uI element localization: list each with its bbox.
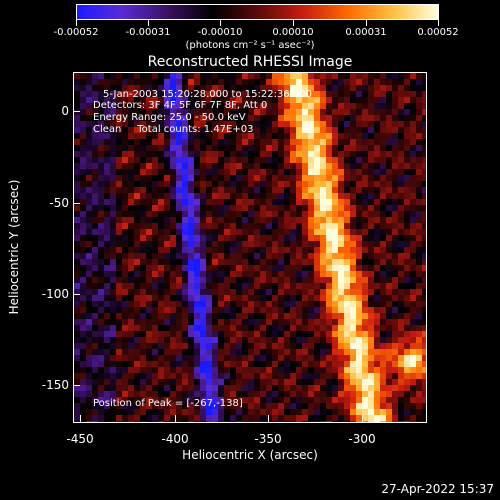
colorbar-tick	[438, 20, 439, 26]
x-tick	[362, 415, 363, 422]
colorbar-label: -0.00031	[125, 27, 171, 38]
colorbar-tick	[76, 20, 77, 26]
y-tick	[73, 111, 80, 112]
image-canvas	[74, 73, 426, 422]
x-tick-label: -300	[348, 432, 376, 446]
x-tick-label: -350	[254, 432, 282, 446]
timestamp: 27-Apr-2022 15:37	[381, 482, 494, 496]
y-axis-title: Heliocentric Y (arcsec)	[7, 179, 21, 315]
energy-range-text: Energy Range: 25.0 - 50.0 keV	[93, 112, 246, 123]
y-tick-label: 0	[61, 104, 69, 118]
colorbar-units: (photons cm⁻² s⁻¹ asec⁻²)	[185, 40, 315, 51]
colorbar-label: -0.00052	[53, 27, 99, 38]
colorbar-label: 0.00052	[417, 27, 459, 38]
colorbar-label: 0.00010	[272, 27, 314, 38]
x-tick	[80, 415, 81, 422]
rhessi-image	[73, 72, 427, 423]
peak-position-text: Position of Peak = [-267,-138]	[93, 398, 243, 409]
algorithm-text: Clean Total counts: 1.47E+03	[93, 124, 254, 135]
y-tick	[73, 294, 80, 295]
colorbar-tick	[220, 20, 221, 26]
colorbar-label: 0.00031	[345, 27, 387, 38]
x-tick-label: -400	[161, 432, 189, 446]
y-tick	[73, 385, 80, 386]
time-range-text: 5-Jan-2003 15:20:28.000 to 15:22:36.000	[103, 89, 312, 100]
y-tick-label: -50	[49, 196, 69, 210]
detectors-text: Detectors: 3F 4F 5F 6F 7F 8F, Att 0	[93, 100, 268, 111]
colorbar-tick	[293, 20, 294, 26]
x-axis-title: Heliocentric X (arcsec)	[182, 448, 318, 462]
colorbar	[76, 4, 439, 20]
plot-title: Reconstructed RHESSI Image	[147, 54, 353, 70]
colorbar-tick	[148, 20, 149, 26]
y-tick-label: -150	[41, 378, 69, 392]
y-tick-label: -100	[41, 287, 69, 301]
x-tick-label: -450	[66, 432, 94, 446]
colorbar-tick	[366, 20, 367, 26]
colorbar-label: -0.00010	[197, 27, 243, 38]
y-tick	[73, 203, 80, 204]
x-tick	[268, 415, 269, 422]
x-tick	[175, 415, 176, 422]
